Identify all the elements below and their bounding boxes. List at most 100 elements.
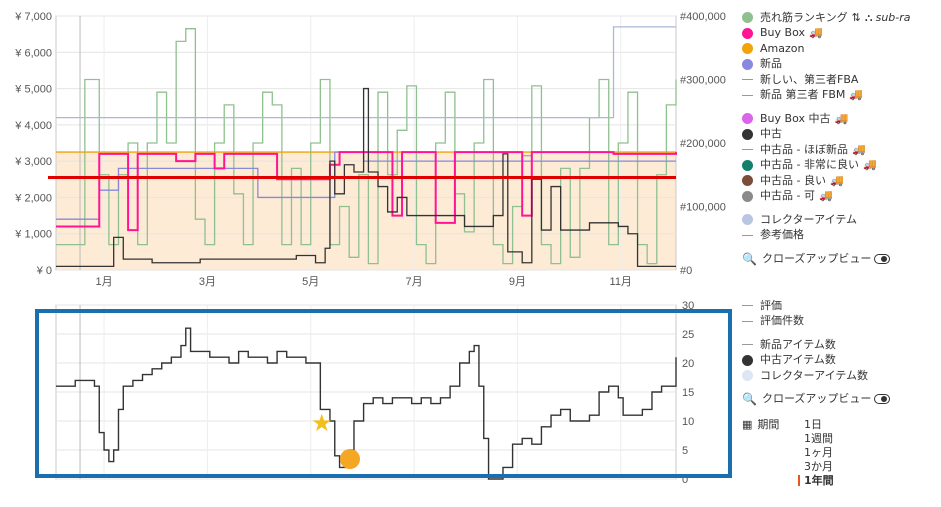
legend-item[interactable]: 新品 第三者 FBM 🚚 — [742, 88, 938, 104]
period-selector: ▦ 期間 1日 1週間 1ヶ月 3か月 1年間 — [742, 417, 938, 488]
search-icon: 🔍 — [742, 251, 757, 266]
legend-label: コレクターアイテム数 — [760, 368, 869, 382]
legend-marker — [742, 370, 753, 382]
truck-icon: 🚚 — [851, 142, 866, 156]
legend-marker — [742, 175, 753, 187]
legend-item[interactable]: 中古品 - 非常に良い 🚚 — [742, 158, 938, 174]
truck-icon: 🚚 — [808, 26, 823, 40]
legend-label: 中古品 - 可 — [760, 189, 815, 203]
legend-marker — [742, 234, 753, 236]
legend-marker — [742, 159, 753, 171]
legend-item[interactable]: 🔍 クローズアップビュー — [742, 251, 938, 267]
truck-icon: 🚚 — [834, 111, 849, 125]
legend-label: クローズアップビュー — [761, 251, 872, 265]
legend-bottom: 評価 評価件数 新品アイテム数 中古アイテム数 コレクターアイテム数 🔍 クローズアップビュ… — [742, 298, 938, 407]
period-option[interactable]: 1年間 — [798, 474, 938, 488]
legend-item[interactable]: 評価件数 — [742, 314, 938, 330]
search-icon: 🔍 — [742, 392, 757, 407]
y-tick-label: 5 — [682, 445, 688, 457]
legend-label: 売れ筋ランキング — [760, 10, 848, 24]
legend-item[interactable]: 中古 — [742, 127, 938, 143]
legend-item[interactable]: 新しい、第三者FBA — [742, 72, 938, 88]
selected-marker — [798, 475, 800, 486]
closeup-toggle[interactable] — [874, 394, 891, 405]
legend-label: 中古アイテム数 — [760, 353, 836, 367]
series-line-4 — [56, 87, 676, 268]
legend-marker — [742, 43, 753, 55]
legend-marker — [742, 305, 753, 307]
legend-label: 参考価格 — [760, 228, 804, 242]
legend-item[interactable]: Buy Box 🚚 — [742, 26, 938, 42]
legend-item[interactable]: 中古品 - 良い 🚚 — [742, 173, 938, 189]
legend-item[interactable]: 中古アイテム数 — [742, 353, 938, 369]
truck-icon: 🚚 — [862, 158, 877, 172]
price-band-area — [56, 152, 676, 270]
period-option[interactable]: 1日 — [804, 418, 938, 432]
x-tick-label: 1月 — [95, 276, 112, 288]
sort-icon[interactable]: ⇅ — [851, 10, 861, 24]
y-left-tick-label: ¥ 7,000 — [14, 11, 52, 23]
legend-marker — [742, 214, 753, 226]
legend-label: 中古 — [760, 127, 782, 141]
legend-item[interactable]: 🔍 クローズアップビュー — [742, 392, 938, 408]
legend-marker — [742, 344, 753, 346]
period-options: 1日 1週間 1ヶ月 3か月 1年間 — [798, 418, 938, 488]
legend-item — [742, 204, 938, 212]
legend-item[interactable]: 評価 — [742, 298, 938, 314]
y-left-tick-label: ¥ 6,000 — [14, 47, 52, 59]
highlight-box — [35, 309, 732, 478]
legend-label: 評価件数 — [760, 314, 804, 328]
x-tick-label: 9月 — [509, 276, 526, 288]
legend-label: 中古品 - 良い — [760, 173, 826, 187]
period-label: 期間 — [757, 417, 780, 431]
series-line-5 — [56, 26, 676, 119]
period-option[interactable]: 1ヶ月 — [804, 446, 938, 460]
legend-item — [742, 329, 938, 337]
legend-item[interactable]: コレクターアイテム — [742, 212, 938, 228]
legend-marker — [742, 354, 753, 366]
legend-item[interactable]: コレクターアイテム数 — [742, 368, 938, 384]
period-option[interactable]: 1週間 — [804, 432, 938, 446]
legend-item[interactable]: Buy Box 中古 🚚 — [742, 111, 938, 127]
star-icon: ★ — [311, 409, 333, 437]
legend-marker — [742, 58, 753, 70]
period-option-label: 3か月 — [804, 459, 833, 473]
y-right-tick-label: #100,000 — [680, 202, 726, 214]
legend-marker — [742, 113, 753, 125]
legend-marker — [742, 94, 753, 96]
legend-marker — [742, 128, 753, 140]
y-tick-label: 0 — [682, 474, 688, 486]
legend-item[interactable]: 参考価格 — [742, 228, 938, 244]
period-option-label: 1週間 — [804, 431, 833, 445]
legend-label: Buy Box — [760, 26, 805, 40]
legend-item — [742, 384, 938, 392]
legend-marker — [742, 320, 753, 322]
legend-item[interactable]: 売れ筋ランキング ⇅ ⛬ sub-ra — [742, 10, 938, 26]
legend-item[interactable]: 中古品 - ほぼ新品 🚚 — [742, 142, 938, 158]
closeup-toggle[interactable] — [874, 253, 891, 264]
truck-icon: 🚚 — [818, 189, 833, 203]
x-tick-label: 5月 — [302, 276, 319, 288]
legend-item[interactable]: Amazon — [742, 41, 938, 57]
hierarchy-icon[interactable]: ⛬ — [864, 10, 873, 24]
x-tick-label: 11月 — [610, 276, 632, 288]
period-option[interactable]: 3か月 — [804, 460, 938, 474]
legend-label: 中古品 - ほぼ新品 — [760, 142, 848, 156]
legend-marker — [742, 12, 753, 24]
y-right-tick-label: #400,000 — [680, 11, 726, 23]
period-option-label: 1ヶ月 — [804, 445, 833, 459]
legend-label: 評価 — [760, 298, 782, 312]
y-left-tick-label: ¥ 4,000 — [14, 120, 52, 132]
legend-panel: 売れ筋ランキング ⇅ ⛬ sub-ra Buy Box 🚚 Amazon 新品 新しい、第三者F… — [742, 10, 938, 487]
legend-label: Buy Box 中古 — [760, 111, 831, 125]
legend-item — [742, 103, 938, 111]
x-tick-label: 3月 — [199, 276, 216, 288]
calendar-icon: ▦ — [742, 417, 753, 431]
legend-item[interactable]: 中古品 - 可 🚚 — [742, 189, 938, 205]
legend-item[interactable]: 新品 — [742, 57, 938, 73]
legend-item[interactable]: 新品アイテム数 — [742, 337, 938, 353]
y-left-tick-label: ¥ 1,000 — [14, 229, 52, 241]
legend-label: クローズアップビュー — [761, 392, 872, 406]
period-option-label: 1年間 — [804, 473, 834, 487]
